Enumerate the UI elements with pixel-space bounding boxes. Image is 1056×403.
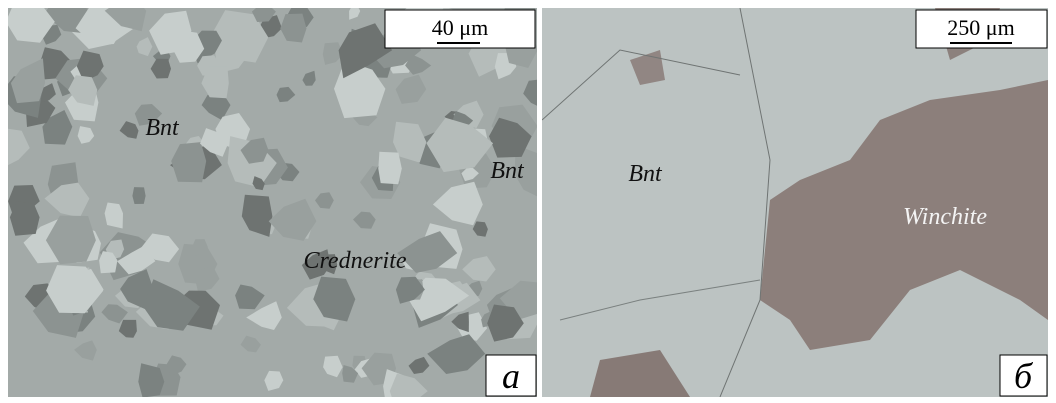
- micrograph-a: [0, 0, 560, 403]
- mineral-label: Bnt: [145, 115, 180, 141]
- panel-letter: a: [502, 356, 520, 396]
- scale-bar-label: 250 μm: [947, 15, 1014, 40]
- mineral-label: Bnt: [490, 158, 525, 184]
- grain: [378, 152, 402, 184]
- scale-bar-label: 40 μm: [432, 15, 488, 40]
- mineral-label: Winchite: [903, 204, 987, 230]
- panel-letter: б: [1014, 356, 1034, 396]
- mineral-label: Crednerite: [303, 248, 406, 274]
- mineral-label: Bnt: [628, 161, 663, 187]
- figure: Bnt Bnt Crednerite 40 μm a Bnt Winchite …: [0, 0, 1056, 403]
- micrograph-b: [542, 8, 1048, 397]
- grain: [132, 187, 145, 204]
